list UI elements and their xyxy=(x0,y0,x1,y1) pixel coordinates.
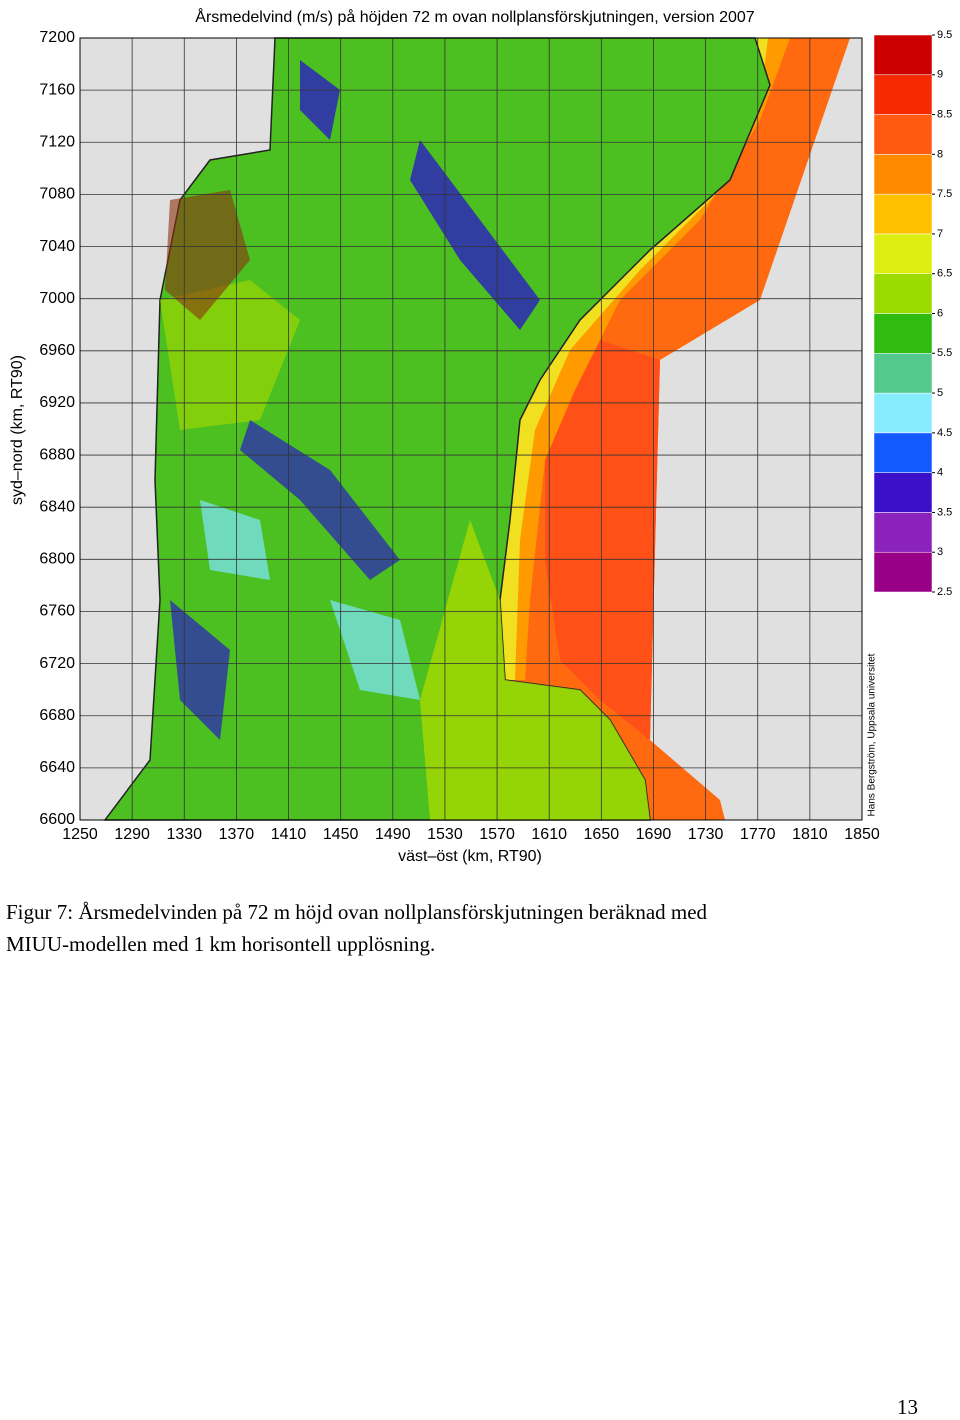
y-tick-label: 7040 xyxy=(39,238,75,255)
caption-line: MIUU-modellen med 1 km horisontell upplö… xyxy=(6,932,436,956)
colorbar-segment xyxy=(873,432,933,473)
colorbar-tick-label: 8 xyxy=(937,148,943,160)
plot-frame xyxy=(79,37,863,821)
x-tick-label: 1850 xyxy=(844,826,880,843)
colorbar-tick-label: 4 xyxy=(937,467,943,479)
colorbar-tick-label: 7.5 xyxy=(937,188,952,200)
colorbar-tick-label: 9.5 xyxy=(937,29,952,41)
x-tick-label: 1250 xyxy=(62,826,98,843)
y-tick-label: 7200 xyxy=(39,29,75,46)
colorbar-tick-label: 6 xyxy=(937,307,943,319)
colorbar-segment xyxy=(873,154,933,195)
credit: Hans Bergström, Uppsala universitet xyxy=(867,653,878,816)
colorbar-tick-label: 5.5 xyxy=(937,347,952,359)
map xyxy=(103,37,850,821)
colorbar-tick-label: 8.5 xyxy=(937,108,952,120)
x-tick-label: 1570 xyxy=(479,826,515,843)
y-tick-label: 6720 xyxy=(39,655,75,672)
y-tick-label: 6960 xyxy=(39,342,75,359)
caption-line: Figur 7: Årsmedelvinden på 72 m höjd ova… xyxy=(6,900,708,924)
y-tick-label: 6840 xyxy=(39,498,75,515)
x-tick-label: 1290 xyxy=(114,826,150,843)
x-tick-label: 1730 xyxy=(688,826,724,843)
y-tick-label: 7080 xyxy=(39,186,75,203)
page-number: 13 xyxy=(897,1395,918,1419)
x-tick-label: 1810 xyxy=(792,826,828,843)
colorbar-tick-label: 2.5 xyxy=(937,586,952,598)
figure: Årsmedelvind (m/s) på höjden 72 m ovan n… xyxy=(9,7,952,865)
x-tick-label: 1610 xyxy=(531,826,567,843)
x-tick-label: 1450 xyxy=(323,826,359,843)
y-tick-label: 6640 xyxy=(39,759,75,776)
colorbar-segment xyxy=(873,472,933,513)
colorbar-segment xyxy=(873,551,933,593)
colorbar-segment xyxy=(873,193,933,235)
x-tick-label: 1530 xyxy=(427,826,463,843)
x-tick-label: 1770 xyxy=(740,826,776,843)
colorbar-segment xyxy=(873,392,933,434)
y-tick-label: 6760 xyxy=(39,603,75,620)
colorbar-segment xyxy=(873,74,933,115)
y-tick-label: 6600 xyxy=(39,811,75,828)
chart-title: Årsmedelvind (m/s) på höjden 72 m ovan n… xyxy=(195,7,755,26)
colorbar-segment xyxy=(873,34,933,76)
colorbar-segment xyxy=(873,114,933,155)
y-axis-label: syd–nord (km, RT90) xyxy=(9,355,26,505)
y-tick-label: 6800 xyxy=(39,551,75,568)
x-tick-label: 1370 xyxy=(219,826,255,843)
colorbar-segment xyxy=(873,512,933,553)
x-tick-label: 1690 xyxy=(636,826,672,843)
colorbar-segment xyxy=(873,313,933,354)
x-tick-label: 1410 xyxy=(271,826,307,843)
x-tick-label: 1650 xyxy=(584,826,620,843)
x-tick-label: 1490 xyxy=(375,826,411,843)
colorbar-tick-label: 7 xyxy=(937,228,943,240)
colorbar-tick-label: 5 xyxy=(937,387,943,399)
y-tick-label: 6880 xyxy=(39,446,75,463)
y-tick-label: 7160 xyxy=(39,81,75,98)
x-tick-label: 1330 xyxy=(166,826,202,843)
colorbar-segment xyxy=(873,233,933,274)
y-tick-label: 6680 xyxy=(39,707,75,724)
x-axis-label: väst–öst (km, RT90) xyxy=(398,848,542,865)
y-tick-label: 6920 xyxy=(39,394,75,411)
y-tick-label: 7120 xyxy=(39,133,75,150)
colorbar-tick-label: 6.5 xyxy=(937,268,952,280)
y-tick-label: 7000 xyxy=(39,290,75,307)
colorbar-tick-label: 9 xyxy=(937,69,943,81)
colorbar-segment xyxy=(873,273,933,314)
colorbar-segment xyxy=(873,353,933,394)
colorbar-tick-label: 4.5 xyxy=(937,427,952,439)
colorbar-tick-label: 3 xyxy=(937,546,943,558)
colorbar-tick-label: 3.5 xyxy=(937,506,952,518)
